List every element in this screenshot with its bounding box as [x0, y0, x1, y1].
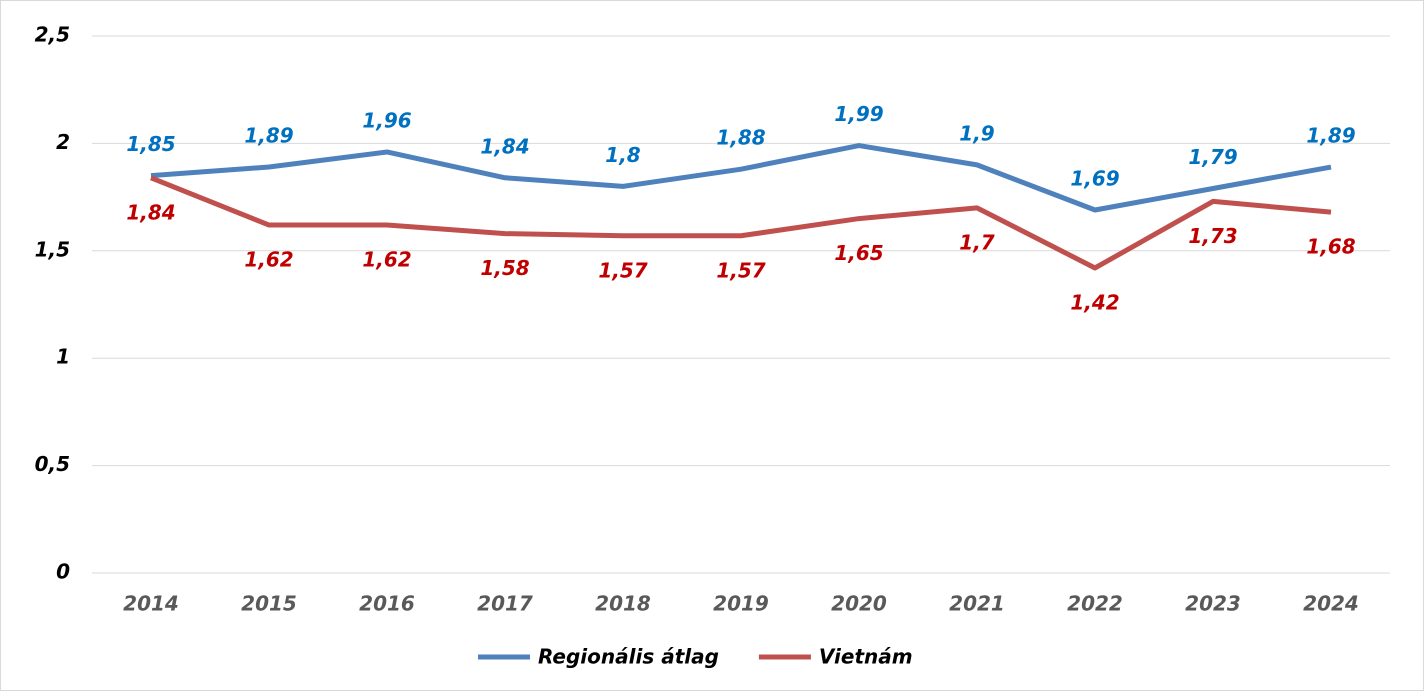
data-label: 1,73: [1188, 224, 1237, 248]
data-label: 1,8: [605, 143, 641, 167]
data-label: 1,7: [959, 230, 995, 254]
series-line: [150, 175, 1332, 271]
data-label: 1,57: [598, 258, 647, 282]
y-tick-label: 1: [56, 345, 70, 369]
data-label: 1,85: [126, 132, 175, 156]
data-label: 1,84: [480, 134, 529, 158]
x-tick-label: 2017: [477, 592, 533, 616]
data-label: 1,68: [1306, 235, 1355, 259]
data-label: 1,65: [834, 241, 883, 265]
data-label: 1,58: [480, 256, 529, 280]
legend-label: Regionális átlag: [538, 645, 719, 669]
data-label: 1,69: [1070, 166, 1119, 190]
data-label: 1,42: [1070, 290, 1119, 314]
data-label: 1,9: [959, 121, 995, 145]
data-label: 1,88: [716, 126, 765, 150]
y-tick-label: 0,5: [35, 452, 70, 476]
data-label: 1,96: [362, 108, 411, 132]
x-tick-label: 2020: [831, 592, 887, 616]
data-label: 1,62: [244, 248, 293, 272]
x-tick-label: 2023: [1185, 592, 1241, 616]
data-label: 1,89: [1306, 124, 1355, 148]
x-tick-label: 2022: [1067, 592, 1123, 616]
y-tick-label: 1,5: [35, 237, 70, 261]
x-tick-label: 2019: [713, 592, 769, 616]
x-tick-label: 2015: [241, 592, 297, 616]
x-tick-label: 2024: [1303, 592, 1359, 616]
x-tick-label: 2018: [595, 592, 651, 616]
data-label: 1,62: [362, 248, 411, 272]
legend-label: Vietnám: [819, 645, 913, 669]
data-label: 1,84: [126, 200, 175, 224]
data-label: 1,89: [244, 124, 293, 148]
x-tick-label: 2021: [949, 592, 1005, 616]
x-tick-label: 2014: [123, 592, 179, 616]
y-tick-label: 0: [56, 560, 70, 584]
data-label: 1,57: [716, 258, 765, 282]
data-label: 1,99: [834, 102, 883, 126]
y-tick-label: 2,5: [35, 23, 70, 47]
data-label: 1,79: [1188, 145, 1237, 169]
series-line: [150, 143, 1332, 213]
y-tick-label: 2: [56, 130, 70, 154]
x-tick-label: 2016: [359, 592, 415, 616]
